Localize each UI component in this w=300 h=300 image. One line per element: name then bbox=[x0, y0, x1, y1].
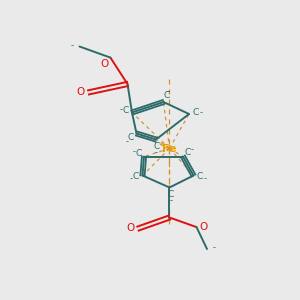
Text: Fe: Fe bbox=[162, 143, 177, 154]
Text: C: C bbox=[128, 133, 134, 142]
Text: -: - bbox=[204, 174, 207, 183]
Text: -: - bbox=[70, 41, 74, 50]
Text: -: - bbox=[155, 148, 158, 157]
Text: -: - bbox=[129, 174, 132, 183]
Text: -: - bbox=[119, 105, 122, 114]
Text: -: - bbox=[132, 147, 135, 156]
Text: C: C bbox=[185, 148, 191, 157]
Text: C: C bbox=[153, 142, 159, 151]
Text: C: C bbox=[133, 172, 139, 182]
Text: -: - bbox=[170, 196, 173, 205]
Text: C: C bbox=[197, 172, 203, 181]
Text: -: - bbox=[191, 145, 194, 154]
Text: -: - bbox=[167, 87, 170, 96]
Text: O: O bbox=[126, 223, 135, 233]
Text: -: - bbox=[199, 108, 202, 117]
Text: -: - bbox=[125, 137, 128, 146]
Text: C: C bbox=[123, 106, 129, 115]
Text: C: C bbox=[135, 149, 142, 158]
Text: O: O bbox=[199, 221, 207, 232]
Text: C: C bbox=[192, 108, 199, 117]
Text: -: - bbox=[213, 244, 216, 253]
Text: O: O bbox=[100, 58, 109, 69]
Text: C: C bbox=[167, 190, 174, 199]
Text: C: C bbox=[163, 92, 169, 100]
Text: O: O bbox=[77, 87, 85, 97]
